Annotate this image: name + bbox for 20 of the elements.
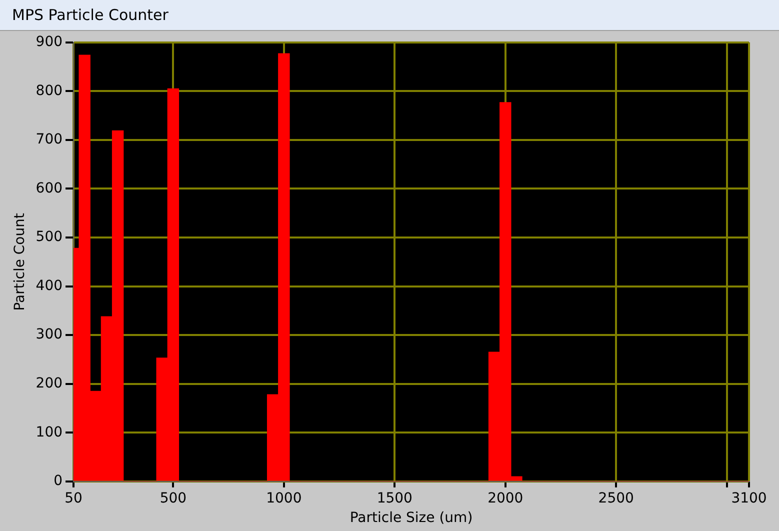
y-axis-title: Particle Count: [12, 212, 28, 311]
x-tick-label: 1000: [266, 490, 302, 506]
y-tick-label: 0: [54, 473, 63, 490]
x-axis-title: Particle Size (um): [350, 510, 473, 526]
y-tick-label: 800: [36, 82, 63, 99]
x-tick-label: 500: [160, 490, 187, 506]
y-tick-label: 400: [36, 278, 63, 294]
y-tick-label: 200: [36, 375, 63, 392]
y-tick-label: 300: [36, 326, 63, 343]
y-tick-label: 900: [36, 34, 63, 50]
chart-title: MPS Particle Counter: [0, 0, 779, 31]
y-tick-label: 700: [36, 132, 63, 148]
x-tick-label: 1500: [376, 490, 412, 506]
y-tick-label: 600: [36, 180, 63, 196]
x-tick-label: 2500: [598, 490, 634, 506]
x-tick-label: 50: [64, 490, 82, 506]
x-tick-label: 3100: [731, 490, 767, 506]
y-tick-label: 500: [36, 229, 63, 246]
y-tick-label: 100: [36, 424, 63, 440]
x-tick-label: 2000: [488, 490, 524, 506]
